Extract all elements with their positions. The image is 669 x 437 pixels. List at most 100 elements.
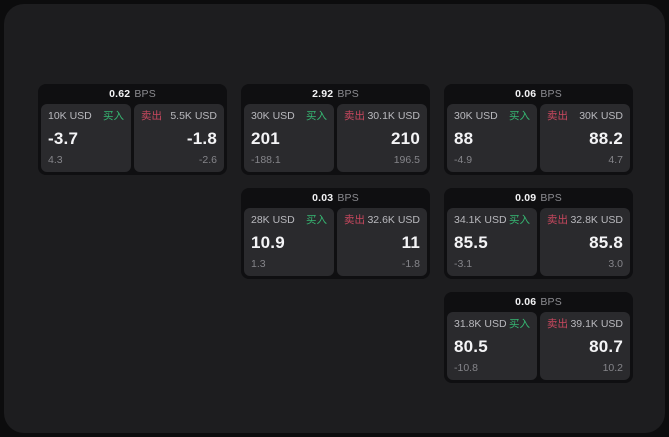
buy-panel-header: 10K USD 买入 [48, 111, 124, 122]
bps-unit-label: BPS [337, 88, 359, 100]
sell-delta: 10.2 [602, 362, 623, 374]
quote-card: 2.92 BPS 30K USD 买入 201 -188.1 卖出 30.1K … [241, 84, 430, 175]
sell-panel-header: 卖出 32.8K USD [547, 215, 623, 226]
card-header: 0.62 BPS [41, 84, 224, 104]
sell-size-label: 32.8K USD [570, 214, 623, 226]
buy-price: -3.7 [48, 128, 79, 148]
sell-side-label: 卖出 [344, 214, 365, 226]
buy-delta: 1.3 [251, 258, 266, 270]
sell-side-label: 卖出 [547, 318, 568, 330]
sell-panel-header: 卖出 30K USD [547, 111, 623, 122]
buy-side-label: 买入 [509, 110, 530, 122]
buy-delta: -4.9 [454, 154, 473, 166]
buy-delta: -3.1 [454, 258, 473, 270]
bps-value: 2.92 [312, 88, 334, 100]
sell-price: 210 [391, 128, 420, 148]
quote-column-2: 2.92 BPS 30K USD 买入 201 -188.1 卖出 30.1K … [241, 84, 430, 279]
quote-card: 0.03 BPS 28K USD 买入 10.9 1.3 卖出 32.6K US… [241, 188, 430, 279]
buy-size-label: 30K USD [251, 110, 295, 122]
bps-value: 0.06 [515, 296, 537, 308]
buy-panel[interactable]: 30K USD 买入 201 -188.1 [244, 104, 334, 172]
buy-sell-panels: 31.8K USD 买入 80.5 -10.8 卖出 39.1K USD 80.… [447, 312, 630, 380]
sell-panel-header: 卖出 32.6K USD [344, 215, 420, 226]
buy-sell-panels: 28K USD 买入 10.9 1.3 卖出 32.6K USD 11 -1.8 [244, 208, 427, 276]
buy-panel-header: 31.8K USD 买入 [454, 319, 530, 330]
sell-price: 88.2 [589, 128, 623, 148]
sell-size-label: 5.5K USD [170, 110, 217, 122]
buy-delta: 4.3 [48, 154, 63, 166]
sell-size-label: 30.1K USD [367, 110, 420, 122]
sell-delta: 4.7 [608, 154, 623, 166]
buy-price: 80.5 [454, 336, 488, 356]
buy-size-label: 31.8K USD [454, 318, 507, 330]
bps-value: 0.62 [109, 88, 131, 100]
bps-value: 0.09 [515, 192, 537, 204]
sell-panel[interactable]: 卖出 30K USD 88.2 4.7 [540, 104, 630, 172]
quote-card: 0.06 BPS 31.8K USD 买入 80.5 -10.8 卖出 39.1… [444, 292, 633, 383]
sell-side-label: 卖出 [141, 110, 162, 122]
buy-panel[interactable]: 10K USD 买入 -3.7 4.3 [41, 104, 131, 172]
buy-delta: -188.1 [251, 154, 281, 166]
sell-delta: -2.6 [198, 154, 217, 166]
card-header: 0.03 BPS [244, 188, 427, 208]
buy-sell-panels: 34.1K USD 买入 85.5 -3.1 卖出 32.8K USD 85.8… [447, 208, 630, 276]
buy-panel[interactable]: 28K USD 买入 10.9 1.3 [244, 208, 334, 276]
sell-delta: -1.8 [401, 258, 420, 270]
buy-side-label: 买入 [509, 318, 530, 330]
quote-column-1: 0.62 BPS 10K USD 买入 -3.7 4.3 卖出 5.5K USD… [38, 84, 227, 175]
card-header: 2.92 BPS [244, 84, 427, 104]
buy-panel-header: 30K USD 买入 [454, 111, 530, 122]
buy-panel-header: 30K USD 买入 [251, 111, 327, 122]
buy-panel-header: 34.1K USD 买入 [454, 215, 530, 226]
sell-size-label: 30K USD [579, 110, 623, 122]
buy-price: 85.5 [454, 232, 488, 252]
buy-side-label: 买入 [306, 110, 327, 122]
card-header: 0.06 BPS [447, 292, 630, 312]
bps-unit-label: BPS [134, 88, 156, 100]
buy-side-label: 买入 [306, 214, 327, 226]
app-window: 0.62 BPS 10K USD 买入 -3.7 4.3 卖出 5.5K USD… [4, 4, 665, 433]
card-header: 0.09 BPS [447, 188, 630, 208]
buy-price: 88 [454, 128, 474, 148]
bps-unit-label: BPS [540, 296, 562, 308]
sell-price: 85.8 [589, 232, 623, 252]
buy-panel[interactable]: 31.8K USD 买入 80.5 -10.8 [447, 312, 537, 380]
sell-price: -1.8 [186, 128, 217, 148]
sell-panel[interactable]: 卖出 32.6K USD 11 -1.8 [337, 208, 427, 276]
sell-delta: 196.5 [393, 154, 420, 166]
buy-size-label: 28K USD [251, 214, 295, 226]
sell-panel[interactable]: 卖出 5.5K USD -1.8 -2.6 [134, 104, 224, 172]
sell-side-label: 卖出 [547, 110, 568, 122]
quote-card: 0.62 BPS 10K USD 买入 -3.7 4.3 卖出 5.5K USD… [38, 84, 227, 175]
buy-delta: -10.8 [454, 362, 478, 374]
bps-value: 0.03 [312, 192, 334, 204]
sell-side-label: 卖出 [344, 110, 365, 122]
sell-delta: 3.0 [608, 258, 623, 270]
quote-card: 0.06 BPS 30K USD 买入 88 -4.9 卖出 30K USD 8… [444, 84, 633, 175]
sell-price: 80.7 [589, 336, 623, 356]
quote-grid: 0.62 BPS 10K USD 买入 -3.7 4.3 卖出 5.5K USD… [38, 84, 633, 383]
buy-sell-panels: 30K USD 买入 88 -4.9 卖出 30K USD 88.2 4.7 [447, 104, 630, 172]
buy-panel[interactable]: 34.1K USD 买入 85.5 -3.1 [447, 208, 537, 276]
buy-panel[interactable]: 30K USD 买入 88 -4.9 [447, 104, 537, 172]
buy-side-label: 买入 [103, 110, 124, 122]
sell-panel[interactable]: 卖出 30.1K USD 210 196.5 [337, 104, 427, 172]
sell-size-label: 39.1K USD [570, 318, 623, 330]
buy-sell-panels: 30K USD 买入 201 -188.1 卖出 30.1K USD 210 1… [244, 104, 427, 172]
buy-sell-panels: 10K USD 买入 -3.7 4.3 卖出 5.5K USD -1.8 -2.… [41, 104, 224, 172]
buy-price: 10.9 [251, 232, 285, 252]
quote-card: 0.09 BPS 34.1K USD 买入 85.5 -3.1 卖出 32.8K… [444, 188, 633, 279]
card-header: 0.06 BPS [447, 84, 630, 104]
sell-side-label: 卖出 [547, 214, 568, 226]
sell-panel[interactable]: 卖出 32.8K USD 85.8 3.0 [540, 208, 630, 276]
bps-unit-label: BPS [337, 192, 359, 204]
buy-size-label: 30K USD [454, 110, 498, 122]
sell-size-label: 32.6K USD [367, 214, 420, 226]
sell-price: 11 [401, 232, 420, 252]
sell-panel[interactable]: 卖出 39.1K USD 80.7 10.2 [540, 312, 630, 380]
buy-price: 201 [251, 128, 280, 148]
buy-size-label: 34.1K USD [454, 214, 507, 226]
buy-size-label: 10K USD [48, 110, 92, 122]
sell-panel-header: 卖出 5.5K USD [141, 111, 217, 122]
